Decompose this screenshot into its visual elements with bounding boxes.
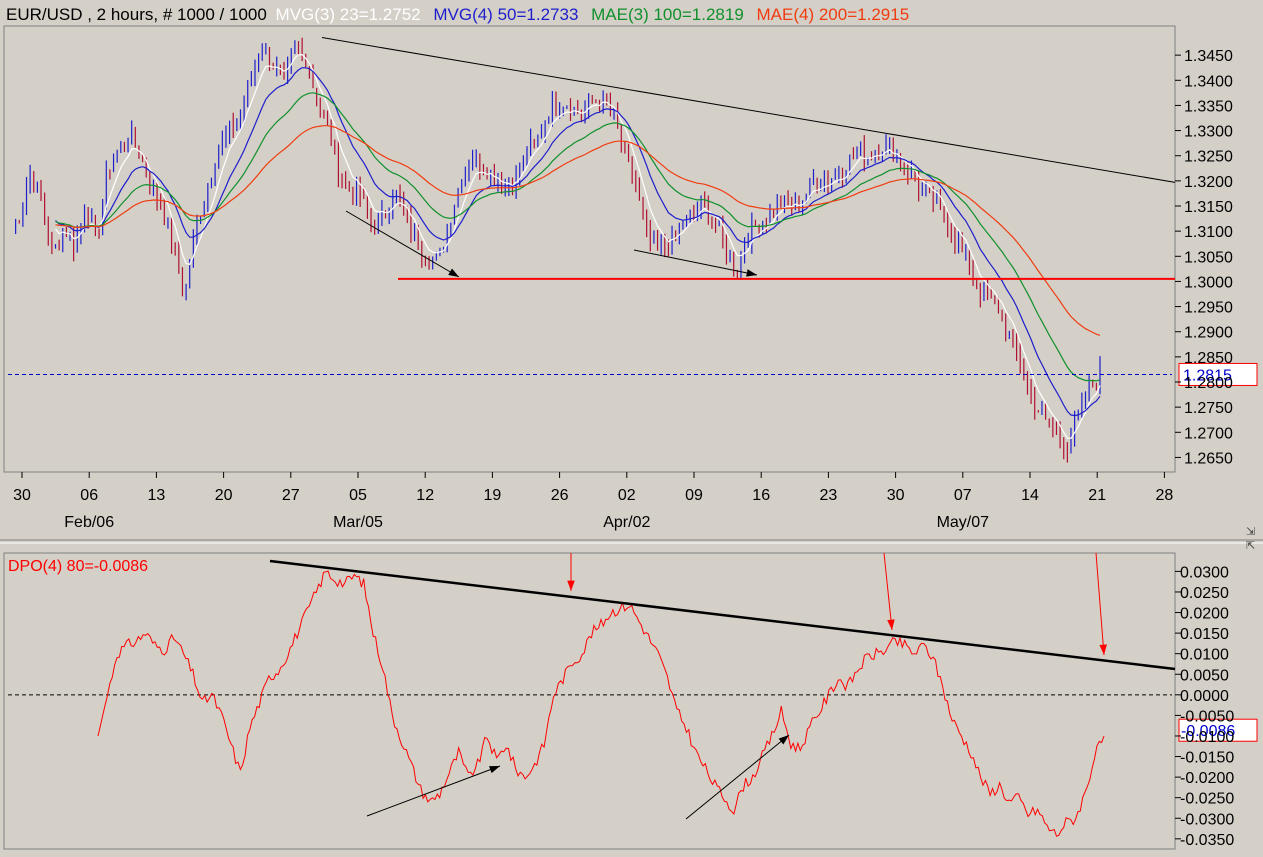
date-tick-label: 30 <box>887 487 905 504</box>
dpo-tick-label: -0.0100 <box>1180 729 1234 746</box>
date-tick-label: 16 <box>752 487 770 504</box>
price-tick-label: 1.3200 <box>1184 174 1233 191</box>
date-tick-label: 26 <box>551 487 569 504</box>
dpo-arrow-head <box>778 735 789 745</box>
dpo-signal-arrow-head <box>887 619 895 630</box>
date-tick-label: 06 <box>80 487 98 504</box>
dpo-tick-label: -0.0200 <box>1180 770 1234 787</box>
ma-line-mae3 <box>55 92 1101 382</box>
date-tick-label: 19 <box>484 487 502 504</box>
price-arrow[interactable] <box>633 249 758 276</box>
month-label: Apr/02 <box>603 514 650 531</box>
price-tick-label: 1.3350 <box>1184 98 1233 115</box>
date-tick-label: 23 <box>820 487 838 504</box>
date-tick-label: 12 <box>416 487 434 504</box>
dpo-tick-label: 0.0000 <box>1180 688 1229 705</box>
price-tick-label: 1.2900 <box>1184 325 1233 342</box>
price-tick-label: 1.3450 <box>1184 48 1233 65</box>
price-tick-label: 1.3400 <box>1184 73 1233 90</box>
month-label: May/07 <box>937 514 990 531</box>
price-tick-label: 1.3050 <box>1184 249 1233 266</box>
ma-line-mvg3 <box>55 53 1101 439</box>
price-trendline[interactable] <box>321 37 1176 183</box>
price-tick-label: 1.3250 <box>1184 149 1233 166</box>
dpo-signal-arrow-head <box>567 580 575 591</box>
dpo-arrow-head <box>489 766 500 774</box>
header-ind3: MAE(3) 100=1.2819 <box>591 5 744 24</box>
header-ind2: MVG(4) 50=1.2733 <box>433 5 578 24</box>
dpo-tick-label: -0.0250 <box>1180 791 1234 808</box>
last-price-label: 1.2815 <box>1183 367 1232 384</box>
dpo-tick-label: -0.0350 <box>1180 832 1234 849</box>
date-tick-label: 14 <box>1021 487 1039 504</box>
ma-line-mae4 <box>55 125 1101 336</box>
dpo-last-box <box>1178 718 1258 742</box>
price-tick-label: 1.2950 <box>1184 300 1233 317</box>
price-arrow-head <box>746 269 757 277</box>
dpo-panel <box>3 552 1176 850</box>
dpo-tick-label: -0.0150 <box>1180 750 1234 767</box>
price-tick-label: 1.2700 <box>1184 425 1233 442</box>
collapse-arrow-icon[interactable]: ⇱ <box>1246 540 1255 552</box>
price-tick-label: 1.2650 <box>1184 450 1233 467</box>
dpo-tick-label: 0.0100 <box>1180 647 1229 664</box>
dpo-trendline[interactable] <box>269 559 1176 671</box>
dpo-tick-label: 0.0200 <box>1180 606 1229 623</box>
dpo-arrow[interactable] <box>685 734 790 820</box>
dpo-tick-label: -0.0050 <box>1180 708 1234 725</box>
price-arrow[interactable] <box>345 210 460 278</box>
price-tick-label: 1.2750 <box>1184 400 1233 417</box>
dpo-arrow[interactable] <box>366 765 501 817</box>
month-label: Mar/05 <box>333 514 383 531</box>
header-ind1: MVG(3) 23=1.2752 <box>276 5 421 24</box>
price-tick-label: 1.3000 <box>1184 274 1233 291</box>
price-y-axis: 1.3450 1.3400 1.3350 1.3300 1.3250 1.3200 1.31… <box>1175 48 1233 467</box>
expand-arrow-icon[interactable]: ⇲ <box>1246 526 1255 538</box>
price-tick-label: 1.2800 <box>1184 375 1233 392</box>
dpo-line <box>97 570 1105 837</box>
date-tick-label: 07 <box>954 487 972 504</box>
date-tick-label: 13 <box>148 487 166 504</box>
price-arrow-head <box>448 268 459 277</box>
header-symbol: EUR/USD , 2 hours, # 1000 / 1000 <box>6 5 267 24</box>
dpo-tick-label: 0.0150 <box>1180 626 1229 643</box>
price-tick-label: 1.3300 <box>1184 124 1233 141</box>
dpo-last-label: -0.0086 <box>1181 723 1235 740</box>
date-tick-label: 30 <box>13 487 31 504</box>
header-line: EUR/USD , 2 hours, # 1000 / 1000 MVG(3) … <box>6 5 909 24</box>
header-ind4: MAE(4) 200=1.2915 <box>757 5 910 24</box>
dpo-y-axis: 0.0300 0.0250 0.0200 0.0150 0.0100 0.0050 0.00… <box>1175 564 1234 849</box>
price-tick-label: 1.2850 <box>1184 350 1233 367</box>
dpo-tick-label: -0.0300 <box>1180 811 1234 828</box>
last-price-box <box>1178 362 1258 386</box>
dpo-chart-layer: -0.0086 <box>8 552 1258 837</box>
dpo-signal-arrow[interactable] <box>883 552 893 631</box>
month-label: Feb/06 <box>64 514 114 531</box>
price-tick-label: 1.3100 <box>1184 224 1233 241</box>
dpo-tick-label: 0.0300 <box>1180 564 1229 581</box>
dpo-tick-label: 0.0250 <box>1180 585 1229 602</box>
date-tick-label: 21 <box>1088 487 1106 504</box>
dpo-signal-arrow[interactable] <box>1095 552 1105 656</box>
date-x-axis: 30 06 13 20 27 05 12 19 26 02 09 16 23 30 07 14 21 28 Feb/… <box>13 472 1173 531</box>
date-tick-label: 05 <box>349 487 367 504</box>
dpo-signal-arrow-head <box>1099 644 1107 655</box>
price-tick-label: 1.3150 <box>1184 199 1233 216</box>
date-tick-label: 28 <box>1156 487 1174 504</box>
date-tick-label: 20 <box>215 487 233 504</box>
date-tick-label: 02 <box>618 487 636 504</box>
date-tick-label: 09 <box>685 487 703 504</box>
price-chart-layer: 1.2815 <box>8 37 1258 463</box>
dpo-label: DPO(4) 80=-0.0086 <box>8 558 148 575</box>
date-tick-label: 27 <box>282 487 300 504</box>
dpo-tick-label: 0.0050 <box>1180 667 1229 684</box>
